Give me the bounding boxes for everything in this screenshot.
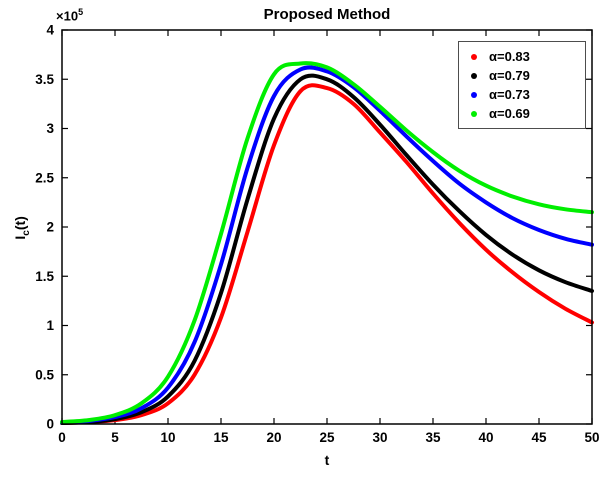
y-tick-label: 4 bbox=[46, 23, 54, 38]
y-tick-label: 0 bbox=[46, 417, 54, 432]
legend-marker bbox=[459, 72, 489, 79]
x-tick-label: 25 bbox=[319, 430, 335, 445]
legend-dot-icon bbox=[471, 110, 477, 117]
legend-marker bbox=[459, 53, 489, 60]
legend-marker bbox=[459, 110, 489, 117]
curve-series-1 bbox=[60, 73, 594, 425]
y-axis-multiplier: ×105 bbox=[56, 7, 83, 23]
legend-item-1: α=0.79 bbox=[459, 66, 585, 85]
legend-dot-icon bbox=[471, 53, 477, 60]
legend-label: α=0.69 bbox=[489, 106, 530, 121]
curve-series-3 bbox=[60, 61, 594, 424]
legend-dot-icon bbox=[471, 72, 477, 79]
x-tick-label: 45 bbox=[531, 430, 547, 445]
x-tick-label: 15 bbox=[213, 430, 229, 445]
x-tick-label: 20 bbox=[266, 430, 281, 445]
x-tick-label: 0 bbox=[58, 430, 66, 445]
legend-item-3: α=0.69 bbox=[459, 104, 585, 123]
chart-title: Proposed Method bbox=[263, 6, 391, 23]
y-tick-label: 1 bbox=[46, 318, 54, 333]
x-axis-label: t bbox=[324, 452, 330, 468]
legend-item-2: α=0.73 bbox=[459, 85, 585, 104]
y-tick-label: 2.5 bbox=[35, 170, 54, 185]
legend-marker bbox=[459, 91, 489, 98]
legend-label: α=0.83 bbox=[489, 49, 530, 64]
legend: α=0.83 α=0.79 α=0.73 α=0.69 bbox=[458, 41, 586, 129]
legend-dot-icon bbox=[471, 91, 477, 98]
x-tick-label: 10 bbox=[160, 430, 175, 445]
y-axis-multiplier-exponent: 5 bbox=[78, 7, 84, 17]
curve-series-0 bbox=[60, 83, 594, 425]
x-tick-label: 30 bbox=[372, 430, 387, 445]
x-tick-label: 5 bbox=[111, 430, 119, 445]
axes-box bbox=[61, 29, 593, 425]
legend-label: α=0.73 bbox=[489, 87, 530, 102]
y-tick-label: 0.5 bbox=[35, 367, 54, 382]
legend-label: α=0.79 bbox=[489, 68, 530, 83]
curve-series-2 bbox=[60, 65, 594, 425]
y-axis-multiplier-base: ×10 bbox=[56, 8, 79, 24]
x-tick-label: 35 bbox=[425, 430, 441, 445]
legend-item-0: α=0.83 bbox=[459, 47, 585, 66]
x-tick-label: 50 bbox=[584, 430, 599, 445]
y-tick-label: 1.5 bbox=[35, 269, 54, 284]
y-tick-label: 3.5 bbox=[35, 72, 54, 87]
x-tick-label: 40 bbox=[478, 430, 493, 445]
y-tick-label: 3 bbox=[46, 121, 54, 136]
y-tick-label: 2 bbox=[46, 220, 54, 235]
